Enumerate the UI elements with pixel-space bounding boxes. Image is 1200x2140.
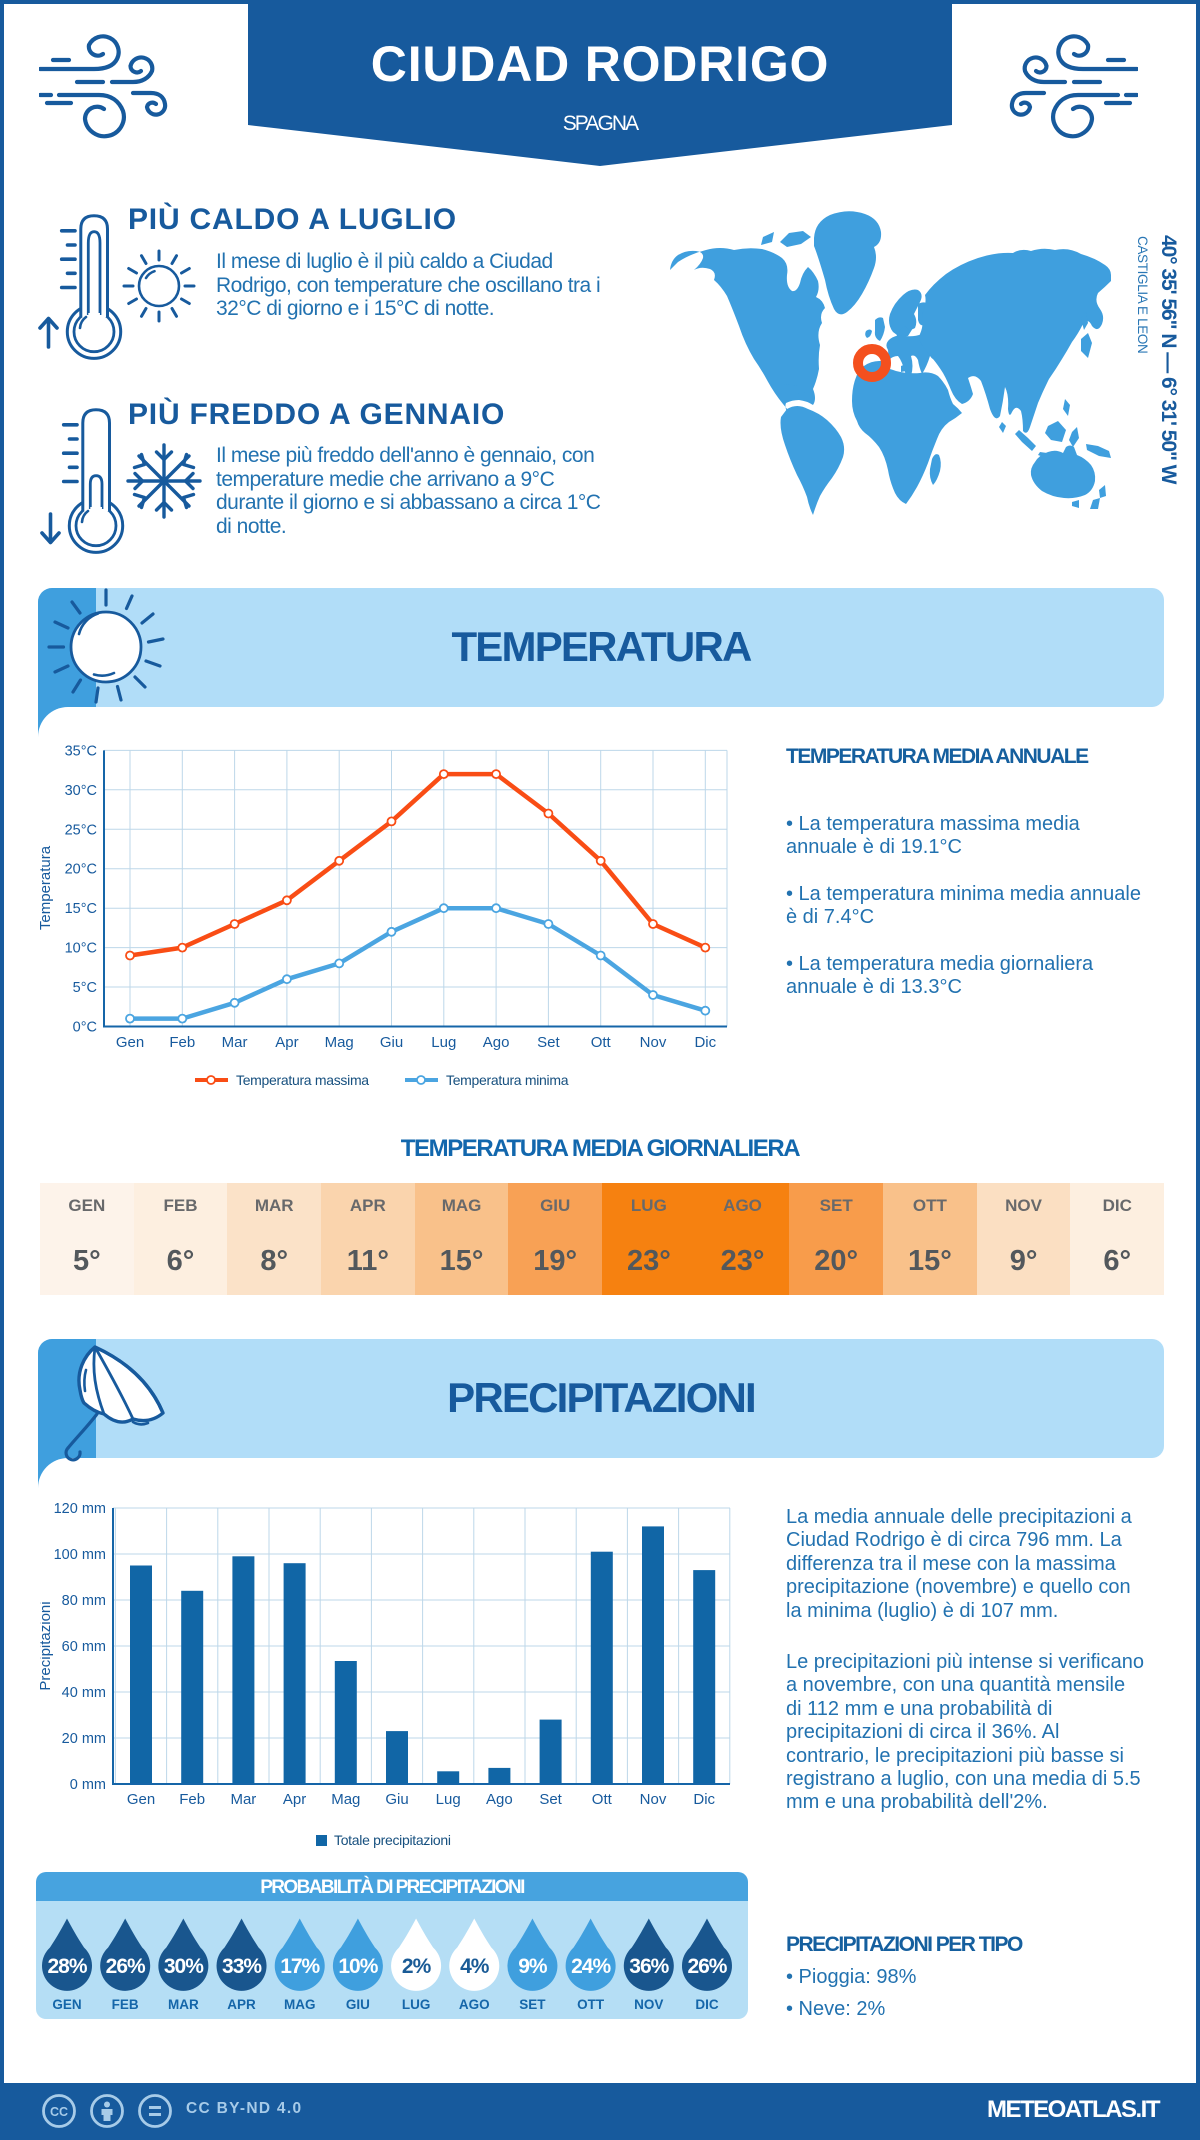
svg-text:33%: 33% (222, 1955, 262, 1978)
svg-text:4%: 4% (460, 1955, 490, 1978)
svg-text:OTT: OTT (577, 1997, 605, 2012)
svg-text:25°C: 25°C (65, 822, 97, 838)
svg-text:17%: 17% (280, 1955, 320, 1978)
svg-text:10°C: 10°C (65, 941, 97, 957)
svg-text:GEN: GEN (52, 1997, 81, 2012)
svg-text:Nov: Nov (640, 1034, 667, 1051)
svg-text:80 mm: 80 mm (62, 1593, 106, 1609)
svg-text:Giu: Giu (380, 1034, 403, 1051)
svg-text:SET: SET (519, 1997, 546, 2012)
svg-text:Lug: Lug (436, 1791, 461, 1808)
svg-text:100 mm: 100 mm (54, 1547, 106, 1563)
svg-text:Ott: Ott (591, 1034, 612, 1051)
svg-text:CC: CC (50, 2105, 68, 2119)
svg-text:20°C: 20°C (65, 862, 97, 878)
svg-text:0°C: 0°C (73, 1020, 97, 1036)
svg-text:MAR: MAR (168, 1997, 199, 2012)
svg-text:10%: 10% (338, 1955, 378, 1978)
svg-text:5°C: 5°C (73, 980, 97, 996)
svg-text:DIC: DIC (695, 1997, 719, 2012)
svg-text:36%: 36% (629, 1955, 669, 1978)
svg-text:APR: APR (227, 1997, 256, 2012)
svg-text:FEB: FEB (112, 1997, 139, 2012)
svg-text:Gen: Gen (116, 1034, 144, 1051)
svg-text:NOV: NOV (634, 1997, 663, 2012)
svg-text:Dic: Dic (693, 1791, 715, 1808)
svg-text:Mar: Mar (222, 1034, 248, 1051)
svg-text:0 mm: 0 mm (70, 1777, 106, 1793)
svg-text:Lug: Lug (431, 1034, 456, 1051)
svg-text:Feb: Feb (169, 1034, 195, 1051)
svg-text:Mag: Mag (331, 1791, 360, 1808)
svg-text:30%: 30% (164, 1955, 204, 1978)
svg-text:26%: 26% (687, 1955, 727, 1978)
svg-text:Apr: Apr (275, 1034, 298, 1051)
svg-text:Totale precipitazioni: Totale precipitazioni (334, 1832, 451, 1848)
svg-text:Set: Set (537, 1034, 560, 1051)
svg-text:Gen: Gen (127, 1791, 155, 1808)
svg-text:AGO: AGO (459, 1997, 490, 2012)
svg-text:Dic: Dic (694, 1034, 716, 1051)
svg-text:Mag: Mag (325, 1034, 354, 1051)
svg-text:40 mm: 40 mm (62, 1685, 106, 1701)
svg-text:Mar: Mar (230, 1791, 256, 1808)
svg-text:MAG: MAG (284, 1997, 316, 2012)
svg-text:9%: 9% (518, 1955, 548, 1978)
svg-text:Set: Set (539, 1791, 562, 1808)
svg-text:GIU: GIU (346, 1997, 370, 2012)
svg-text:Temperatura massima: Temperatura massima (236, 1072, 369, 1088)
svg-text:60 mm: 60 mm (62, 1639, 106, 1655)
svg-text:Temperatura: Temperatura (40, 845, 54, 930)
svg-text:28%: 28% (47, 1955, 87, 1978)
svg-text:Ago: Ago (486, 1791, 513, 1808)
svg-text:35°C: 35°C (65, 743, 97, 759)
svg-text:Giu: Giu (385, 1791, 408, 1808)
svg-text:Feb: Feb (179, 1791, 205, 1808)
svg-text:26%: 26% (106, 1955, 146, 1978)
svg-text:LUG: LUG (402, 1997, 431, 2012)
svg-text:Nov: Nov (640, 1791, 667, 1808)
svg-text:30°C: 30°C (65, 783, 97, 799)
svg-text:Ott: Ott (592, 1791, 613, 1808)
svg-text:20 mm: 20 mm (62, 1731, 106, 1747)
svg-text:Ago: Ago (483, 1034, 510, 1051)
svg-text:Temperatura minima: Temperatura minima (446, 1072, 569, 1088)
svg-text:2%: 2% (402, 1955, 432, 1978)
svg-text:Precipitazioni: Precipitazioni (40, 1601, 54, 1690)
svg-text:Apr: Apr (283, 1791, 306, 1808)
svg-text:15°C: 15°C (65, 901, 97, 917)
svg-text:120 mm: 120 mm (54, 1501, 106, 1517)
svg-text:24%: 24% (571, 1955, 611, 1978)
